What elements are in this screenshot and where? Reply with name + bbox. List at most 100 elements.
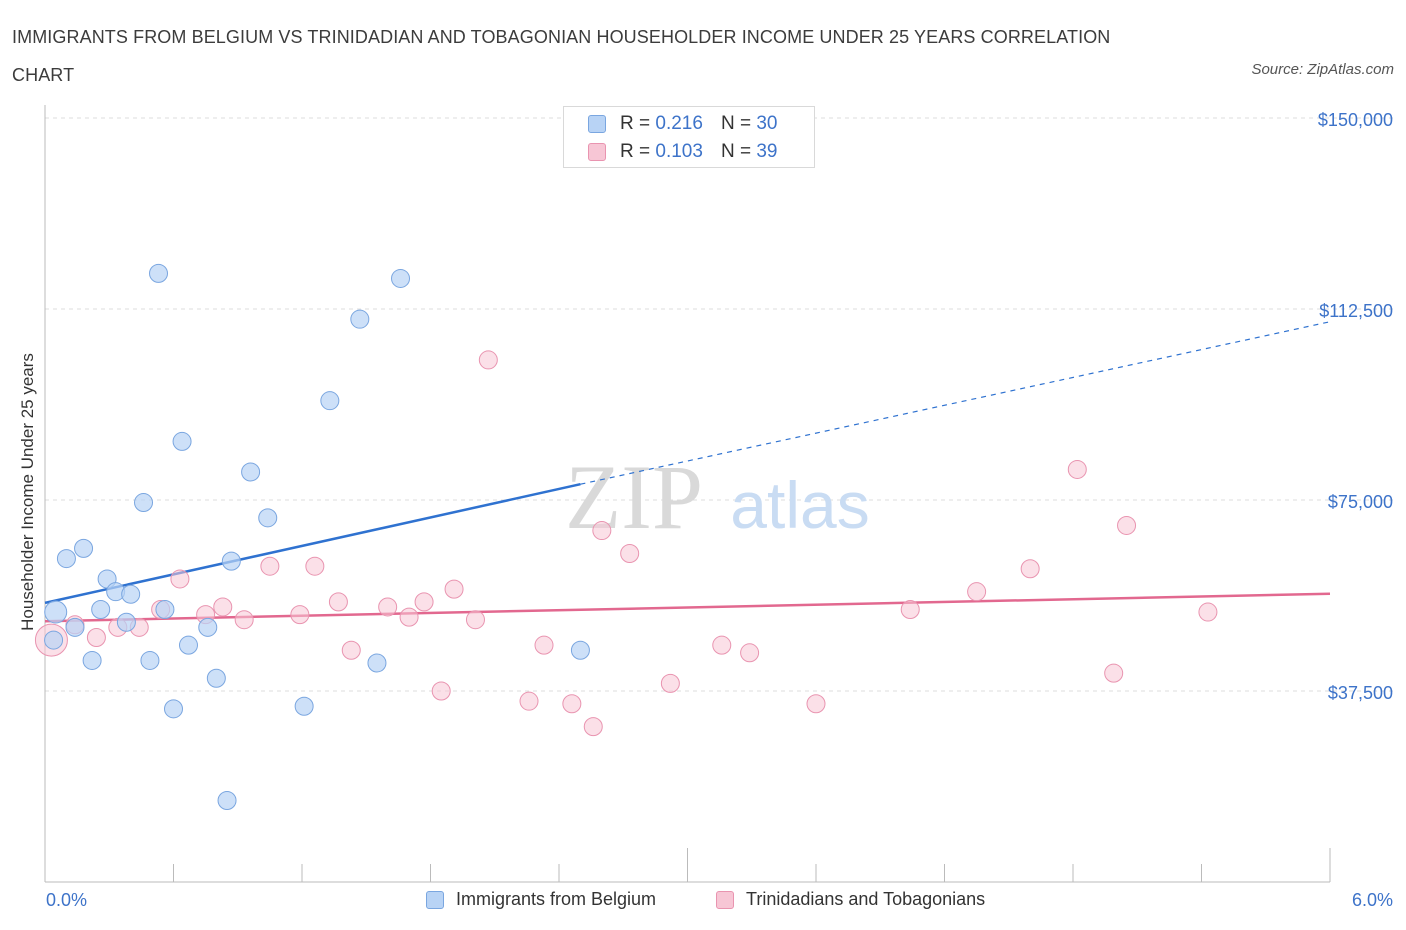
y-tick-labels: $37,500 $75,000 $112,500 $150,000 [1318,110,1393,703]
legend-row-belgium: R = 0.216 N = 30 [588,113,777,135]
point-belgium [56,549,76,569]
point-trinidadian [86,628,106,648]
point-belgium [258,508,278,528]
point-trinidadian [592,521,612,541]
point-belgium [570,640,590,660]
point-trinidadian [620,543,640,563]
point-trinidadian [465,610,485,630]
bottom-legend-belgium: Immigrants from Belgium [426,889,656,910]
y-tick-label: $150,000 [1318,110,1393,130]
legend-r-value: 0.103 [655,141,703,162]
point-belgium [350,309,370,329]
grid-lines [45,117,1393,692]
point-belgium [91,600,111,620]
point-trinidadian [170,569,190,589]
watermark-zip: ZIP [565,446,703,548]
legend-row-trinidadian: R = 0.103 N = 39 [588,141,777,163]
bottom-legend: Immigrants from Belgium Trinidadians and… [0,889,1406,915]
bottom-legend-swatch-blue [426,890,444,909]
point-belgium [217,791,237,811]
point-belgium [178,635,198,655]
axes [44,105,1331,883]
legend-r-label: R = [620,113,651,134]
point-belgium [391,268,411,288]
trend-lines [44,321,1331,623]
point-belgium [44,630,64,650]
point-trinidadian [328,592,348,612]
bottom-legend-trinidadian: Trinidadians and Tobagonians [716,889,985,910]
point-belgium [134,493,154,513]
chart-title: IMMIGRANTS FROM BELGIUM VS TRINIDADIAN A… [12,27,1111,85]
point-trinidadian [341,640,361,660]
watermark: ZIP atlas [565,446,870,548]
point-trinidadian [414,592,434,612]
point-trinidadian [305,556,325,576]
trend-line-belgium [44,482,581,605]
y-tick-label: $112,500 [1319,301,1393,321]
bottom-legend-swatch-pink [716,890,734,909]
point-belgium [172,431,192,451]
point-belgium [121,584,141,604]
point-trinidadian [399,607,419,627]
point-trinidadian [562,694,582,714]
legend: R = 0.216 N = 30 R = 0.103 N = 39 [563,106,815,168]
point-trinidadian [900,600,920,620]
legend-n-label: N = [720,141,752,162]
point-trinidadian [378,597,398,617]
point-belgium [149,263,169,283]
point-belgium [44,600,68,624]
point-trinidadian [740,643,760,663]
point-trinidadian [1198,602,1218,622]
bottom-legend-label-trinidadian: Trinidadians and Tobagonians [746,889,986,909]
trend-line-trinidadian [44,592,1331,623]
point-trinidadian [712,635,732,655]
point-trinidadian [444,579,464,599]
point-trinidadian [290,605,310,625]
point-trinidadian [583,717,603,737]
trend-line-belgium-extension [580,321,1331,485]
point-trinidadian [519,691,539,711]
source-label: Source: ZipAtlas.com [1251,61,1394,78]
watermark-atlas: atlas [730,468,869,542]
point-belgium [221,551,241,571]
point-belgium [140,650,160,670]
legend-r-label: R = [620,141,651,162]
point-belgium [198,617,218,637]
legend-n-label: N = [720,113,752,134]
legend-r-value: 0.216 [655,113,703,134]
point-trinidadian [1020,559,1040,579]
point-belgium [164,699,183,719]
legend-n-value: 30 [756,113,778,134]
legend-n-value: 39 [756,141,778,162]
point-trinidadian [1067,459,1087,479]
point-belgium [65,617,85,637]
point-belgium [116,612,136,632]
y-axis-label: Householder Income Under 25 years [18,353,37,631]
point-belgium [74,538,94,558]
point-trinidadian [660,673,680,693]
point-belgium [294,696,314,716]
point-trinidadian [1117,515,1137,535]
x-tick-label-min: 0.0% [46,890,88,910]
bottom-legend-label-belgium: Immigrants from Belgium [456,889,657,909]
point-belgium [82,650,102,670]
points-trinidadian [34,350,1218,737]
y-tick-label: $75,000 [1328,492,1393,512]
point-trinidadian [234,610,254,630]
point-belgium [367,653,387,673]
point-trinidadian [213,597,233,617]
point-belgium [241,462,261,482]
legend-swatch-pink [588,143,606,161]
point-belgium [206,668,226,688]
legend-swatch-blue [588,115,606,133]
point-trinidadian [431,681,451,701]
point-trinidadian [260,556,280,576]
point-trinidadian [534,635,554,655]
y-tick-label: $37,500 [1328,683,1393,703]
points-belgium [44,263,590,811]
point-trinidadian [806,694,826,714]
point-belgium [320,391,340,411]
point-belgium [155,600,175,620]
point-trinidadian [1104,663,1124,683]
